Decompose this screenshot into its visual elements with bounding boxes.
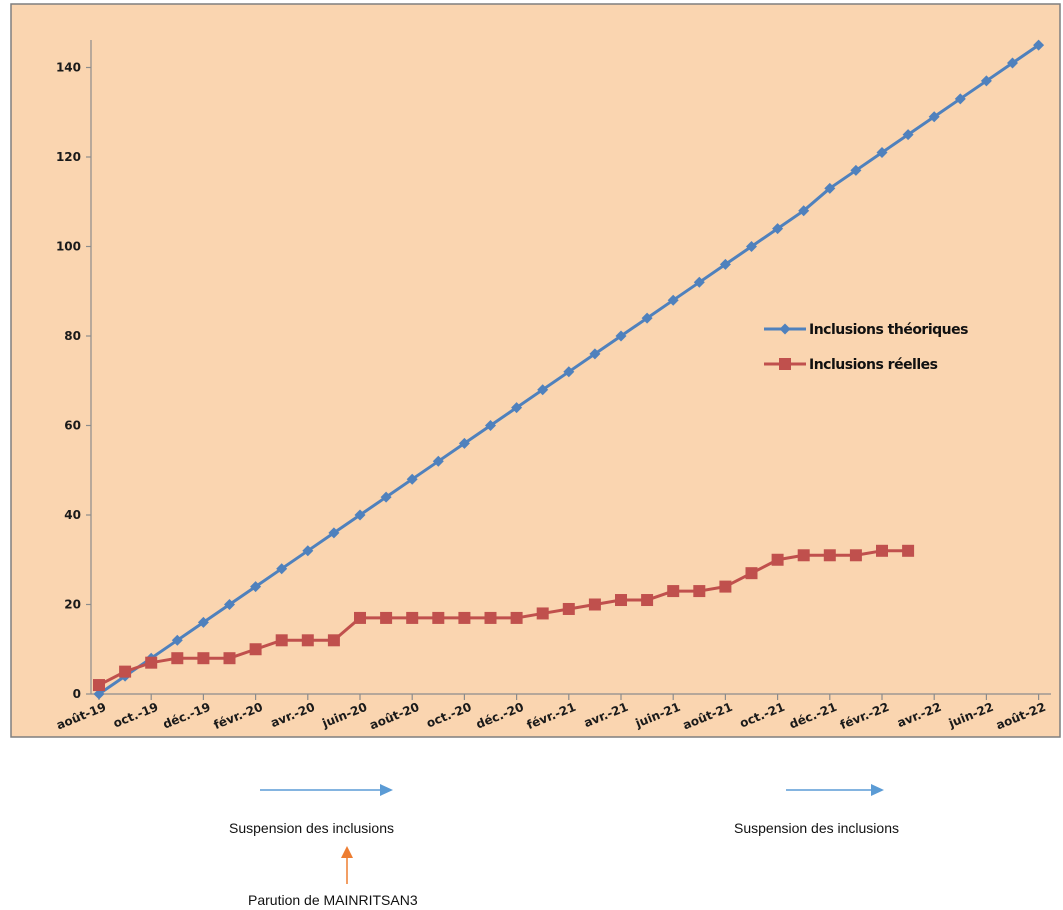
data-point [902, 544, 915, 557]
data-point [1033, 39, 1045, 51]
data-point [510, 611, 523, 624]
suspension-arrow-1-head [380, 784, 393, 796]
data-point [615, 594, 627, 607]
data-point [797, 549, 810, 562]
data-point [537, 384, 549, 396]
data-point [484, 611, 497, 624]
series-layer [93, 39, 1045, 700]
data-point [589, 348, 601, 360]
data-point [511, 402, 523, 414]
data-point [406, 473, 418, 485]
data-point [354, 509, 366, 521]
data-point [354, 611, 366, 624]
legend-marker [779, 323, 791, 335]
data-point [93, 688, 105, 700]
data-point [902, 129, 914, 141]
y-tick-label: 20 [64, 598, 81, 612]
data-point [876, 147, 888, 159]
y-tick-label: 100 [56, 240, 81, 254]
y-tick-label: 0 [73, 687, 81, 701]
data-point [432, 455, 444, 467]
data-point [302, 545, 314, 557]
data-point [980, 75, 992, 87]
parution-arrow-head [341, 846, 353, 858]
data-point [824, 182, 836, 194]
data-point [485, 420, 496, 431]
data-point [693, 585, 706, 598]
suspension-label-1: Suspension des inclusions [229, 820, 394, 836]
y-tick-label: 40 [64, 508, 81, 522]
y-tick-label: 60 [64, 419, 81, 433]
data-point [1007, 57, 1018, 69]
data-point [301, 634, 314, 647]
parution-label: Parution de MAINRITSAN3 [248, 892, 418, 908]
y-tick-label: 80 [64, 329, 81, 343]
data-point [563, 366, 575, 378]
data-point [588, 598, 601, 611]
data-point [197, 652, 210, 665]
data-point [876, 544, 888, 557]
data-point [667, 294, 679, 306]
data-point [771, 553, 784, 566]
data-point [223, 652, 236, 665]
data-point [145, 656, 158, 669]
data-point [928, 111, 940, 123]
y-tick-label: 120 [56, 150, 81, 164]
suspension-label-2: Suspension des inclusions [734, 820, 899, 836]
data-point [615, 330, 627, 342]
y-axis-ticks: 0 20 40 60 80 100 120 140 [56, 61, 91, 701]
data-point [406, 611, 419, 624]
data-point [641, 594, 654, 607]
y-tick-label: 140 [56, 61, 81, 75]
legend-label: Inclusions théoriques [809, 322, 968, 338]
data-point [380, 491, 392, 503]
data-point [849, 549, 862, 562]
data-point [746, 241, 757, 252]
legend-marker [779, 358, 791, 370]
data-point [536, 607, 549, 620]
data-point [719, 580, 732, 593]
data-point [823, 549, 836, 562]
data-point [224, 599, 235, 610]
data-point [171, 652, 184, 665]
data-point [745, 567, 758, 580]
data-point [197, 616, 209, 628]
data-point [667, 585, 680, 598]
data-point [276, 563, 288, 575]
data-point [458, 611, 471, 624]
suspension-arrow-2-head [871, 784, 884, 796]
data-point [93, 679, 105, 692]
data-point [171, 634, 183, 646]
data-point [250, 581, 262, 593]
data-point [380, 611, 393, 624]
data-point [328, 527, 340, 539]
legend: Inclusions théoriques Inclusions réelles [764, 322, 969, 373]
data-point [772, 223, 784, 235]
data-point [327, 634, 340, 647]
axes [90, 40, 1051, 695]
data-point [119, 665, 132, 678]
data-point [641, 312, 653, 324]
data-point [458, 437, 470, 449]
data-point [693, 276, 705, 288]
data-point [432, 611, 445, 624]
data-point [249, 643, 262, 656]
data-point [562, 602, 575, 615]
data-point [850, 164, 862, 176]
legend-label: Inclusions réelles [809, 357, 938, 373]
data-point [954, 93, 966, 105]
data-point [275, 634, 288, 647]
data-point [798, 205, 810, 217]
data-point [719, 258, 731, 270]
